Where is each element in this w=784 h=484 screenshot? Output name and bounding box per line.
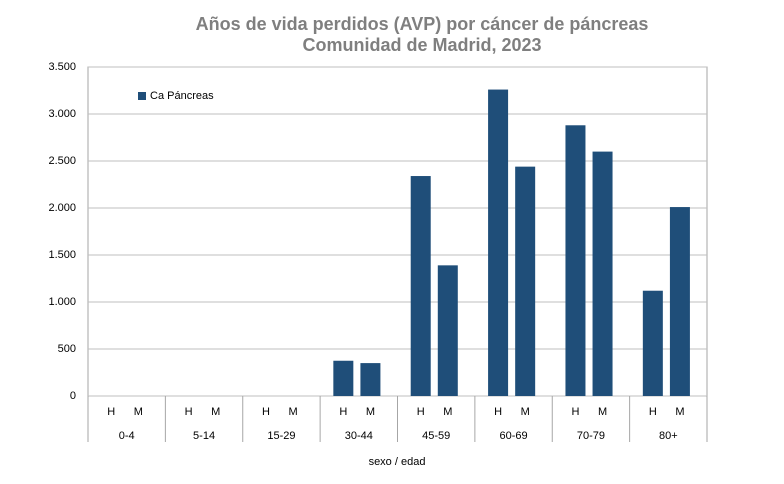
y-tick-label: 1.000 — [48, 296, 76, 308]
bar — [333, 360, 354, 396]
chart-title: Años de vida perdidos (AVP) por cáncer d… — [196, 14, 649, 34]
x-tick-label: H — [417, 406, 425, 418]
bar — [410, 176, 431, 396]
x-tick-label: H — [185, 406, 193, 418]
x-tick-label: H — [107, 406, 115, 418]
group-label: 80+ — [659, 430, 678, 442]
plot-frame — [87, 66, 708, 397]
x-tick-label: H — [262, 406, 270, 418]
x-tick-label: M — [443, 406, 452, 418]
x-tick-label: M — [211, 406, 220, 418]
x-tick-label: M — [288, 406, 297, 418]
bar — [515, 166, 536, 396]
x-tick-label: M — [598, 406, 607, 418]
y-tick-label: 2.500 — [48, 155, 76, 167]
x-tick-label: M — [675, 406, 684, 418]
y-tick-label: 1.500 — [48, 249, 76, 261]
x-tick-label: M — [366, 406, 375, 418]
x-tick-label: H — [649, 406, 657, 418]
bar — [360, 363, 381, 396]
y-tick-label: 0 — [70, 390, 76, 402]
x-tick-label: H — [571, 406, 579, 418]
x-tick-label: H — [494, 406, 502, 418]
y-tick-label: 3.500 — [48, 61, 76, 73]
legend-label: Ca Páncreas — [150, 90, 214, 102]
bar — [592, 151, 613, 396]
group-label: 5-14 — [193, 430, 215, 442]
bar — [669, 207, 690, 396]
bar — [437, 265, 458, 396]
group-label: 0-4 — [119, 430, 135, 442]
group-label: 70-79 — [577, 430, 605, 442]
bar — [488, 89, 509, 396]
group-label: 15-29 — [267, 430, 295, 442]
x-tick-label: M — [134, 406, 143, 418]
y-tick-label: 3.000 — [48, 108, 76, 120]
x-axis-label: sexo / edad — [369, 456, 426, 468]
y-tick-label: 500 — [58, 343, 76, 355]
group-label: 45-59 — [422, 430, 450, 442]
group-label: 60-69 — [499, 430, 527, 442]
group-label: 30-44 — [345, 430, 373, 442]
x-tick-label: H — [339, 406, 347, 418]
chart-subtitle: Comunidad de Madrid, 2023 — [302, 35, 541, 55]
legend-swatch — [138, 92, 146, 100]
y-tick-label: 2.000 — [48, 202, 76, 214]
bar — [565, 125, 586, 396]
x-tick-label: M — [521, 406, 530, 418]
bar — [642, 290, 663, 396]
